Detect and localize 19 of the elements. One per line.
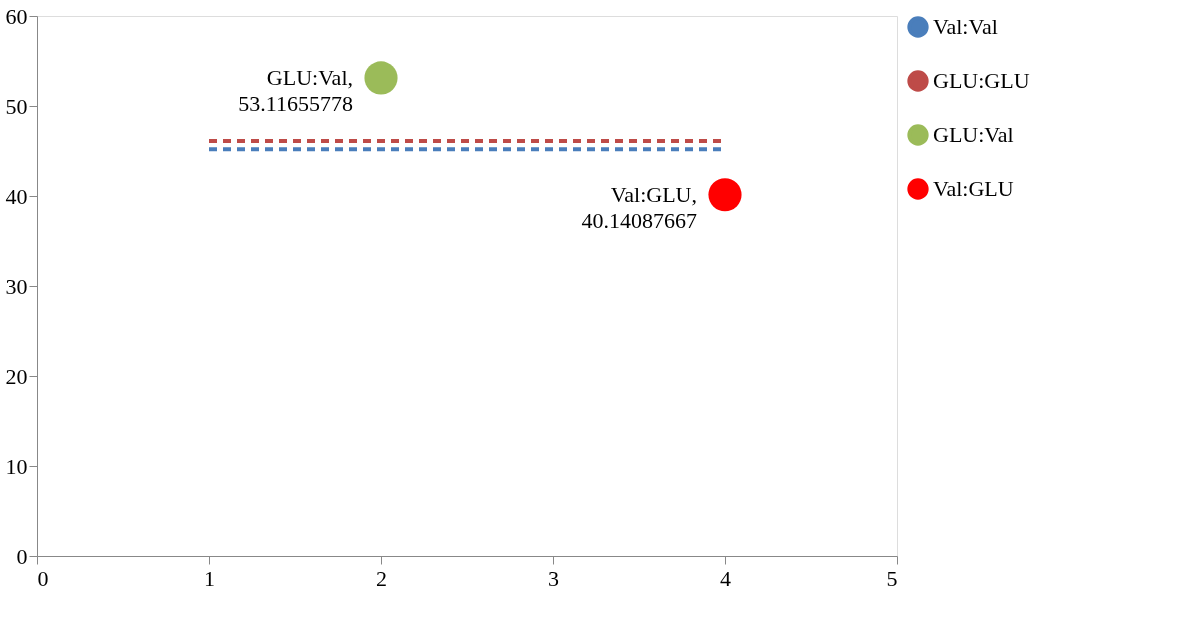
y-tick-label: 10 <box>5 453 28 479</box>
legend-label: GLU:Val <box>933 122 1014 147</box>
y-tick-label: 0 <box>16 543 28 569</box>
legend-label: Val:GLU <box>933 176 1014 201</box>
legend-label: Val:Val <box>933 14 998 39</box>
y-tick-label: 40 <box>5 183 28 209</box>
x-tick-label: 1 <box>204 565 215 591</box>
y-tick-label: 50 <box>5 93 28 119</box>
annotation: Val:GLU, 40.14087667 <box>581 181 697 233</box>
y-tick-label: 60 <box>5 3 28 29</box>
x-tick-label: 0 <box>37 565 49 591</box>
x-tick-label: 3 <box>548 565 559 591</box>
annotation: GLU:Val, 53.11655778 <box>238 64 353 116</box>
y-tick-label: 30 <box>5 273 28 299</box>
x-tick-label: 2 <box>376 565 387 591</box>
x-tick-label: 4 <box>720 565 731 591</box>
x-tick-label: 5 <box>886 565 898 591</box>
y-tick-label: 20 <box>5 363 28 389</box>
legend-label: GLU:GLU <box>933 68 1030 93</box>
